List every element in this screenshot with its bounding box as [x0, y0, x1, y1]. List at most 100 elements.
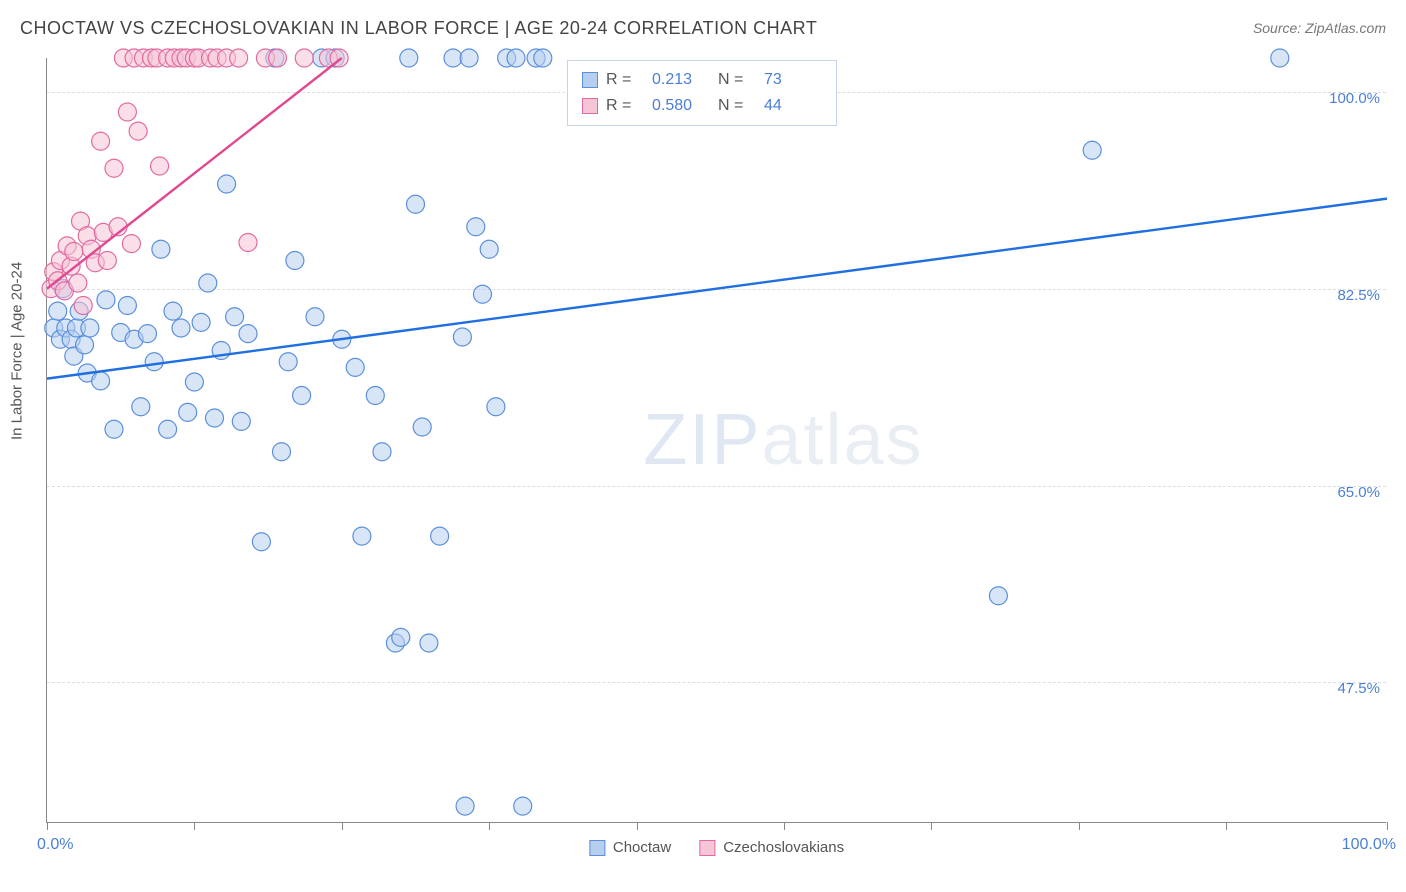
data-point-choctaw [413, 418, 431, 436]
data-point-choctaw [152, 240, 170, 258]
x-tick [637, 822, 638, 830]
corr-row-czech: R = 0.580 N = 44 [582, 93, 822, 119]
data-point-choctaw [346, 358, 364, 376]
legend-label-choctaw: Choctaw [613, 839, 671, 856]
data-point-choctaw [487, 398, 505, 416]
data-point-choctaw [118, 297, 136, 315]
data-point-choctaw [1271, 49, 1289, 67]
data-point-czech [118, 103, 136, 121]
data-point-choctaw [139, 325, 157, 343]
data-point-choctaw [286, 252, 304, 270]
data-point-choctaw [226, 308, 244, 326]
n-value-czech: 44 [764, 93, 822, 119]
chart-container: CHOCTAW VS CZECHOSLOVAKIAN IN LABOR FORC… [0, 0, 1406, 892]
data-point-choctaw [366, 387, 384, 405]
data-point-choctaw [353, 527, 371, 545]
data-point-choctaw [252, 533, 270, 551]
data-point-czech [268, 49, 286, 67]
data-point-choctaw [279, 353, 297, 371]
data-point-choctaw [105, 420, 123, 438]
data-point-choctaw [206, 409, 224, 427]
data-point-choctaw [507, 49, 525, 67]
data-point-czech [230, 49, 248, 67]
legend-item-czech: Czechoslovakians [699, 839, 844, 856]
data-point-choctaw [420, 634, 438, 652]
data-point-czech [151, 157, 169, 175]
r-label: R = [606, 93, 644, 119]
data-point-choctaw [76, 336, 94, 354]
legend-swatch-czech [699, 840, 715, 856]
data-point-czech [74, 297, 92, 315]
x-tick [1079, 822, 1080, 830]
data-point-choctaw [534, 49, 552, 67]
data-point-choctaw [164, 302, 182, 320]
corr-row-choctaw: R = 0.213 N = 73 [582, 67, 822, 93]
plot-area: ZIPatlas In Labor Force | Age 20-24 R = … [46, 58, 1386, 823]
y-tick-label: 100.0% [1329, 90, 1380, 107]
source-credit: Source: ZipAtlas.com [1253, 20, 1386, 36]
data-point-choctaw [293, 387, 311, 405]
data-point-choctaw [97, 291, 115, 309]
y-tick-label: 47.5% [1337, 680, 1380, 697]
data-point-czech [129, 122, 147, 140]
x-tick [194, 822, 195, 830]
data-point-choctaw [239, 325, 257, 343]
r-value-choctaw: 0.213 [652, 67, 710, 93]
data-point-choctaw [92, 372, 110, 390]
data-point-choctaw [480, 240, 498, 258]
data-point-czech [122, 235, 140, 253]
data-point-choctaw [159, 420, 177, 438]
data-point-choctaw [989, 587, 1007, 605]
n-value-choctaw: 73 [764, 67, 822, 93]
legend-item-choctaw: Choctaw [589, 839, 671, 856]
legend-swatch-choctaw [589, 840, 605, 856]
y-tick-label: 82.5% [1337, 287, 1380, 304]
n-label: N = [718, 93, 756, 119]
data-point-choctaw [81, 319, 99, 337]
data-point-choctaw [192, 313, 210, 331]
source-link[interactable]: ZipAtlas.com [1305, 20, 1386, 36]
data-point-choctaw [179, 403, 197, 421]
x-tick [47, 822, 48, 830]
data-point-czech [239, 234, 257, 252]
data-point-choctaw [145, 353, 163, 371]
x-tick [1226, 822, 1227, 830]
data-point-choctaw [467, 218, 485, 236]
data-point-choctaw [373, 443, 391, 461]
data-point-czech [69, 274, 87, 292]
n-label: N = [718, 67, 756, 93]
data-point-choctaw [456, 797, 474, 815]
x-tick [1387, 822, 1388, 830]
data-point-choctaw [172, 319, 190, 337]
data-point-choctaw [400, 49, 418, 67]
x-tick [342, 822, 343, 830]
data-point-czech [105, 159, 123, 177]
chart-title: CHOCTAW VS CZECHOSLOVAKIAN IN LABOR FORC… [20, 18, 817, 39]
source-prefix: Source: [1253, 20, 1305, 36]
data-point-choctaw [218, 175, 236, 193]
r-value-czech: 0.580 [652, 93, 710, 119]
correlation-box: R = 0.213 N = 73 R = 0.580 N = 44 [567, 60, 837, 126]
data-point-choctaw [1083, 141, 1101, 159]
data-point-choctaw [232, 412, 250, 430]
legend-label-czech: Czechoslovakians [723, 839, 844, 856]
x-axis-max-label: 100.0% [1342, 836, 1396, 854]
data-point-choctaw [514, 797, 532, 815]
data-point-choctaw [460, 49, 478, 67]
data-point-choctaw [199, 274, 217, 292]
data-point-czech [295, 49, 313, 67]
x-tick [931, 822, 932, 830]
data-point-choctaw [49, 302, 67, 320]
data-point-choctaw [444, 49, 462, 67]
data-point-choctaw [273, 443, 291, 461]
legend: Choctaw Czechoslovakians [589, 839, 844, 856]
data-point-choctaw [185, 373, 203, 391]
y-tick-label: 65.0% [1337, 484, 1380, 501]
data-point-choctaw [392, 628, 410, 646]
data-point-czech [92, 132, 110, 150]
swatch-czech [582, 98, 598, 114]
data-point-czech [98, 252, 116, 270]
plot-svg [47, 58, 1386, 822]
data-point-choctaw [306, 308, 324, 326]
data-point-choctaw [407, 195, 425, 213]
